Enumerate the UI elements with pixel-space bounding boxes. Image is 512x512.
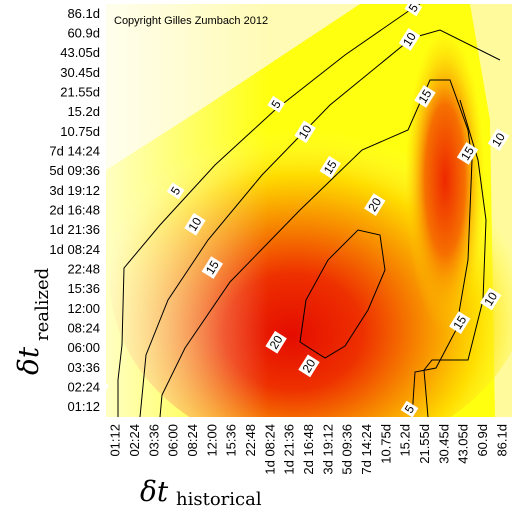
- x-tick-label: 30.45d: [436, 424, 451, 464]
- contour-label-15: 15: [201, 256, 224, 279]
- contour-label-20: 20: [265, 330, 287, 354]
- y-tick-label: 86.1d: [67, 6, 100, 21]
- y-tick-label: 5d 09:36: [49, 163, 100, 178]
- x-tick-label: 15.2d: [398, 424, 413, 457]
- y-tick-label: 12:00: [67, 301, 100, 316]
- x-tick-label: 1d 08:24: [262, 424, 277, 475]
- contour-label-background: [298, 354, 320, 378]
- x-tick-label: 7d 14:24: [359, 424, 374, 475]
- contour-label-5: 5: [400, 400, 419, 417]
- contour-label-background: [319, 155, 341, 179]
- x-tick-label: 43.05d: [456, 424, 471, 464]
- y-tick-label: 21.55d: [60, 85, 100, 100]
- x-tick-label: 2d 16:48: [301, 424, 316, 475]
- copyright-text: Copyright Gilles Zumbach 2012: [114, 15, 268, 27]
- contour-label-background: [456, 142, 479, 165]
- x-tick-label: 1d 21:36: [282, 424, 297, 475]
- x-tick-label: 10.75d: [378, 424, 393, 464]
- contour-label-5: 5: [404, 1, 423, 17]
- contour-label-background: [404, 4, 423, 17]
- x-axis-tick-labels: 01:12 02:24 03:36 06:00 08:24 12:00 15:36 22:48…: [108, 424, 510, 475]
- contour-label-15: 15: [456, 142, 479, 165]
- heatmap-left-fade: [106, 4, 512, 417]
- contour-label-10: 10: [398, 28, 421, 51]
- contour-label-15: 15: [319, 155, 341, 179]
- contour-label-10: 10: [184, 212, 206, 236]
- x-tick-label: 01:12: [108, 424, 123, 457]
- y-axis-tick-labels: 01:12 02:24 03:36 06:00 08:24 12:00 15:36 22:48…: [49, 6, 100, 414]
- x-tick-label: 60.9d: [475, 424, 490, 457]
- x-tick-label: 02:24: [127, 424, 142, 457]
- x-tick-label: 22:48: [243, 424, 258, 457]
- x-tick-label: 86.1d: [494, 424, 509, 457]
- contour-line-10: [139, 29, 501, 417]
- y-axis-label-symbol: δt: [12, 346, 45, 375]
- y-tick-label: 15.2d: [67, 104, 100, 119]
- y-tick-label: 02:24: [67, 380, 100, 395]
- y-tick-label: 15:36: [67, 281, 100, 296]
- x-axis-label: δt historical: [140, 475, 262, 510]
- contour-label-background: [487, 128, 510, 152]
- x-tick-label: 12:00: [204, 424, 219, 457]
- y-tick-label: 3d 19:12: [49, 183, 100, 198]
- contour-label-20: 20: [298, 354, 320, 378]
- contour-label-background: [449, 311, 471, 334]
- y-axis-label: δt realized: [12, 268, 53, 375]
- x-tick-label: 08:24: [185, 424, 200, 457]
- contour-label-background: [400, 400, 419, 417]
- y-tick-label: 10.75d: [60, 124, 100, 139]
- x-axis-label-symbol: δt: [140, 475, 169, 508]
- contour-label-background: [294, 120, 316, 144]
- y-tick-label: 08:24: [67, 321, 100, 336]
- contour-label-background: [414, 85, 436, 108]
- contour-label-background: [267, 95, 285, 113]
- contour-label-background: [398, 28, 421, 51]
- y-tick-label: 7d 14:24: [49, 144, 100, 159]
- contour-label-background: [166, 182, 185, 200]
- contour-label-text: 5: [406, 1, 422, 14]
- y-tick-label: 2d 16:48: [49, 203, 100, 218]
- x-tick-label: 5d 09:36: [340, 424, 355, 475]
- y-tick-label: 43.05d: [60, 45, 100, 60]
- contour-label-15: 15: [449, 311, 471, 334]
- x-tick-label: 21.55d: [417, 424, 432, 464]
- contour-label-5: 5: [267, 95, 285, 113]
- x-tick-label: 03:36: [146, 424, 161, 457]
- y-tick-label: 22:48: [67, 262, 100, 277]
- contour-label-5: 5: [166, 182, 185, 200]
- y-tick-label: 60.9d: [67, 26, 100, 41]
- contour-label-background: [364, 193, 386, 216]
- x-tick-label: 3d 19:12: [320, 424, 335, 475]
- x-tick-label: 06:00: [166, 424, 181, 457]
- y-axis-label-subscript: realized: [32, 268, 53, 341]
- contour-label-background: [201, 256, 224, 279]
- contour-label-15: 15: [414, 85, 436, 108]
- contour-label-20: 20: [364, 193, 386, 216]
- contour-line-5: [117, 4, 421, 417]
- contour-label-background: [265, 330, 287, 354]
- contour-line-20: [299, 229, 386, 359]
- y-tick-label: 30.45d: [60, 65, 100, 80]
- y-tick-label: 1d 21:36: [49, 222, 100, 237]
- contour-label-10: 10: [294, 120, 316, 144]
- contour-label-background: [184, 212, 206, 236]
- y-tick-label: 1d 08:24: [49, 242, 100, 257]
- y-tick-label: 06:00: [67, 340, 100, 355]
- contour-label-10: 10: [487, 128, 510, 152]
- x-axis-label-subscript: historical: [176, 489, 262, 510]
- contour-label-10: 10: [480, 287, 502, 311]
- contour-line-15: [159, 79, 473, 417]
- y-tick-label: 01:12: [67, 399, 100, 414]
- contour-line-10-right: [423, 99, 487, 417]
- contour-label-background: [480, 287, 502, 311]
- contour-lines: [117, 4, 501, 417]
- y-tick-label: 03:36: [67, 360, 100, 375]
- x-tick-label: 15:36: [224, 424, 239, 457]
